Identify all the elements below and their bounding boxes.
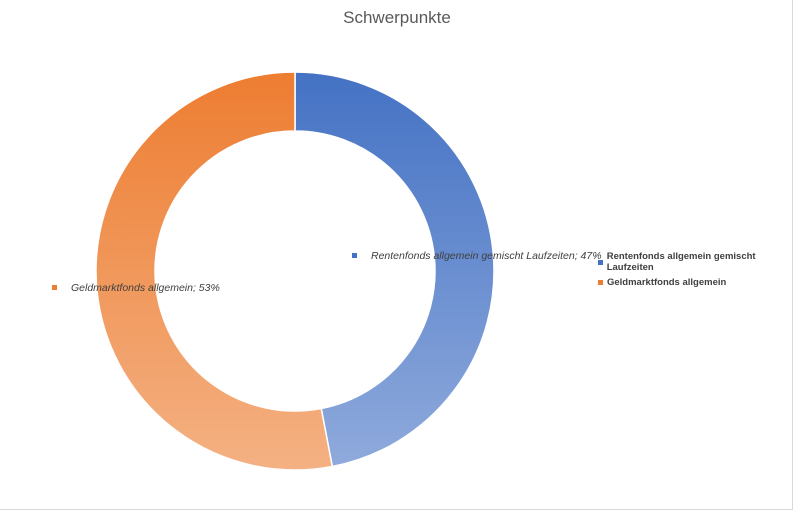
- legend-item-rentenfonds: Rentenfonds allgemein gemischt Laufzeite…: [598, 251, 794, 273]
- legend-item-geldmarktfonds: Geldmarktfonds allgemein: [598, 272, 794, 292]
- legend-swatch-geldmarktfonds: [598, 279, 603, 285]
- slice-geldmarktfonds: [95, 71, 334, 471]
- data-label-rentenfonds: Rentenfonds allgemein gemischt Laufzeite…: [371, 250, 602, 262]
- legend-swatch-rentenfonds: [598, 259, 603, 265]
- chart-title: Schwerpunkte: [343, 8, 451, 27]
- data-label-marker-geldmarktfonds: [52, 285, 57, 290]
- legend-label-rentenfonds: Rentenfonds allgemein gemischt Laufzeite…: [606, 251, 756, 273]
- legend: Rentenfonds allgemein gemischt Laufzeite…: [598, 251, 794, 292]
- slice-rentenfonds: [294, 71, 495, 468]
- data-label-marker-rentenfonds: [352, 253, 357, 258]
- data-label-geldmarktfonds: Geldmarktfonds allgemein; 53%: [71, 282, 220, 294]
- legend-label-geldmarktfonds: Geldmarktfonds allgemein: [607, 276, 727, 288]
